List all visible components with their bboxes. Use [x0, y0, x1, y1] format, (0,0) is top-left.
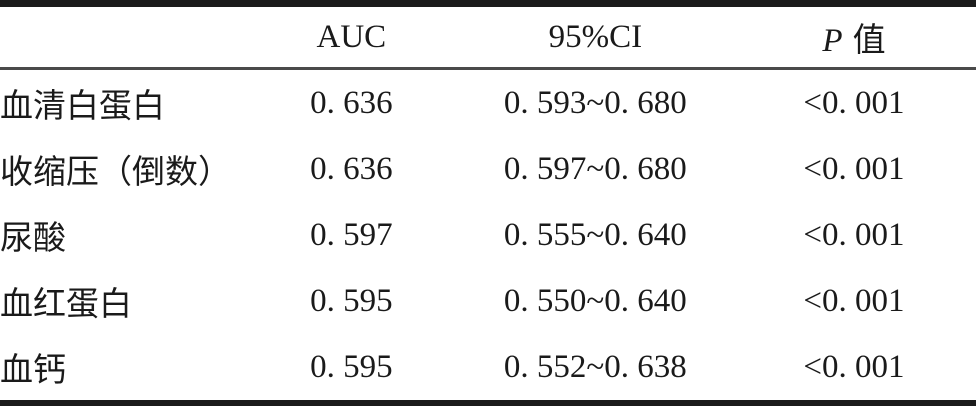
ci-value: 0. 555~0. 640	[503, 216, 687, 253]
row-label: 尿酸	[0, 221, 66, 257]
table-row-serum-albumin: 血清白蛋白 0. 636 0. 593~0. 680 <0. 001	[0, 69, 976, 137]
auc-value: 0. 636	[310, 84, 393, 121]
auc-value: 0. 595	[310, 348, 393, 385]
auc-value: 0. 595	[310, 282, 393, 319]
p-value: <0. 001	[803, 282, 905, 319]
ci-value: 0. 550~0. 640	[503, 282, 687, 319]
row-label: 血钙	[0, 353, 66, 389]
p-symbol: P	[822, 23, 843, 59]
ci-value: 0. 593~0. 680	[503, 84, 687, 121]
table-body: 血清白蛋白 0. 636 0. 593~0. 680 <0. 001 收缩压（倒…	[0, 69, 976, 404]
auc-value: 0. 597	[310, 216, 393, 253]
ci-value: 0. 552~0. 638	[503, 348, 687, 385]
p-value: <0. 001	[803, 150, 905, 187]
p-value: <0. 001	[803, 216, 905, 253]
p-value: <0. 001	[803, 348, 905, 385]
p-value-label: 值	[852, 23, 886, 59]
table-row-hemoglobin: 血红蛋白 0. 595 0. 550~0. 640 <0. 001	[0, 268, 976, 334]
table-row-uric-acid: 尿酸 0. 597 0. 555~0. 640 <0. 001	[0, 202, 976, 268]
table-row-blood-calcium: 血钙 0. 595 0. 552~0. 638 <0. 001	[0, 334, 976, 403]
table-row-systolic-bp: 收缩压（倒数） 0. 636 0. 597~0. 680 <0. 001	[0, 136, 976, 202]
header-variable-empty	[0, 3, 244, 70]
row-label: 血红蛋白	[0, 287, 132, 323]
p-value: <0. 001	[803, 84, 905, 121]
header-auc: AUC	[244, 3, 459, 70]
auc-value: 0. 636	[310, 150, 393, 187]
row-label: 血清白蛋白	[0, 89, 165, 125]
header-95ci: 95%CI	[458, 3, 732, 70]
row-label: 收缩压（倒数）	[0, 155, 231, 191]
ci-value: 0. 597~0. 680	[503, 150, 687, 187]
